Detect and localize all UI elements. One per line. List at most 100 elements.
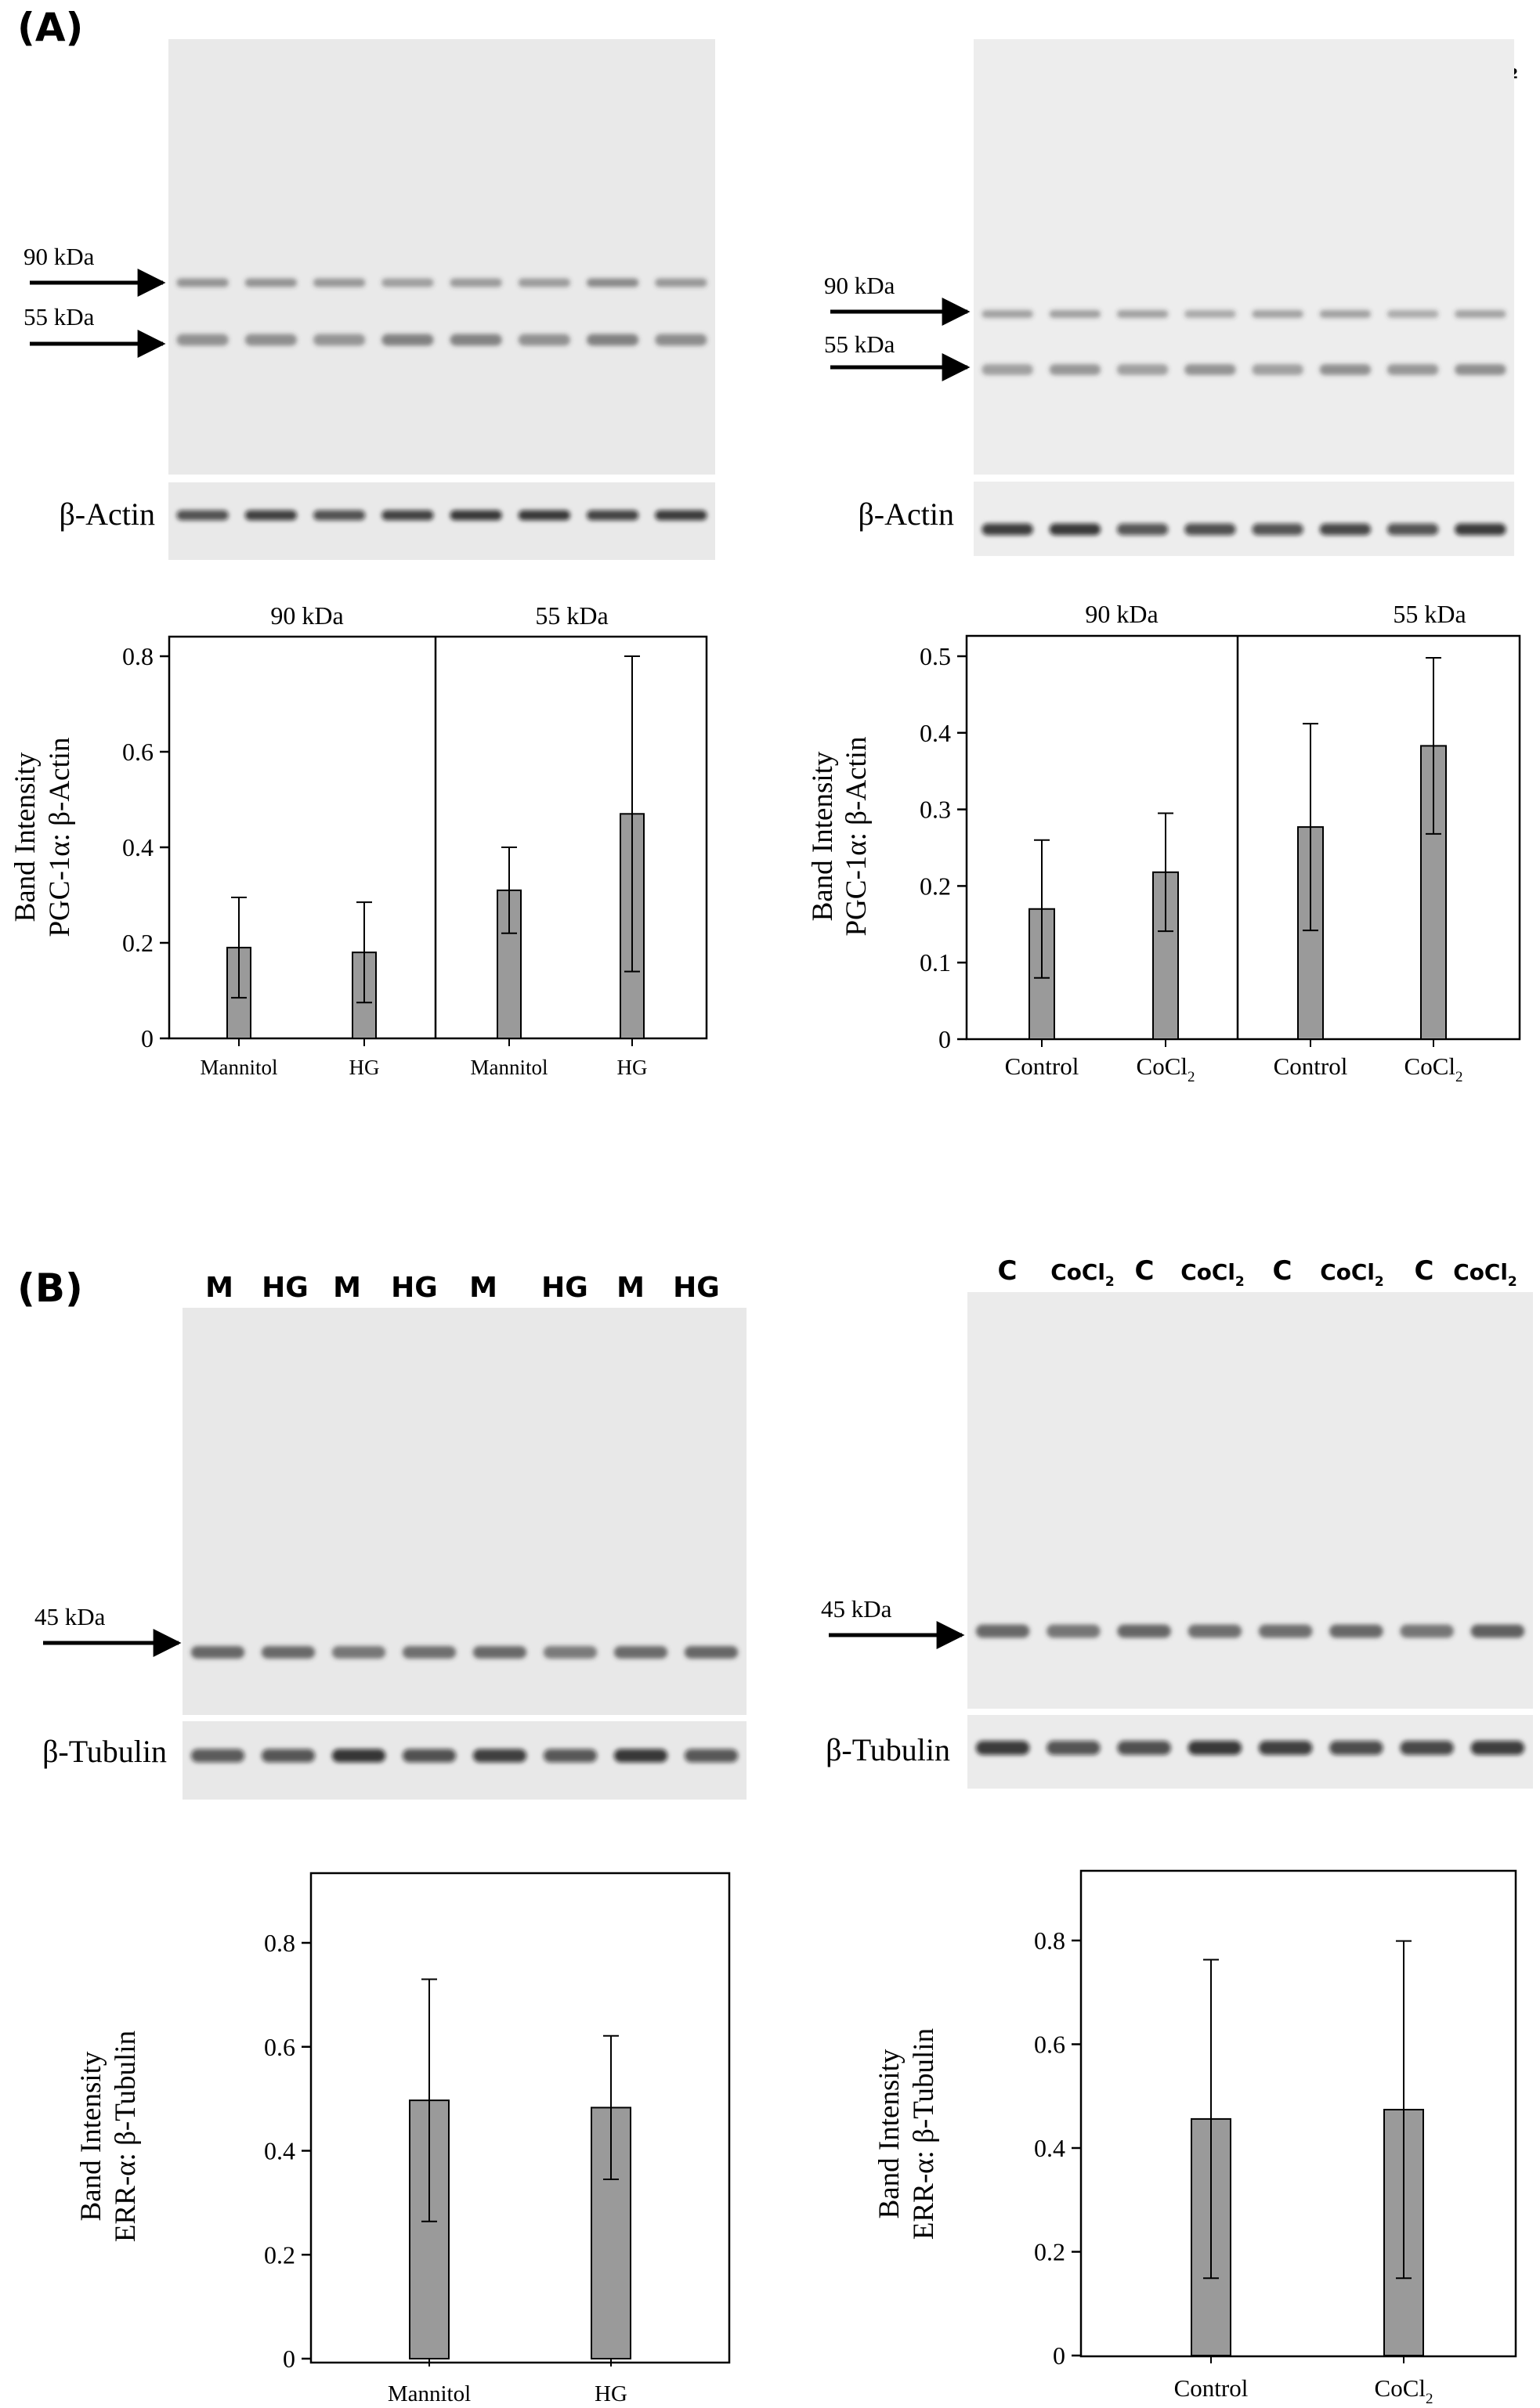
- protein-band: [684, 1646, 739, 1659]
- marker-label: 55 kDa: [23, 303, 95, 330]
- lane-label: HG: [262, 1272, 309, 1304]
- lane-label: CoCl2: [1180, 1259, 1244, 1290]
- lane-label: HG: [541, 1272, 588, 1304]
- y-tick-label: 0.1: [920, 948, 951, 977]
- y-tick-label: 0.4: [122, 833, 154, 861]
- lane-label: C: [1415, 1255, 1434, 1287]
- bar-chart: 0 0.2 0.4 0.6 0.8 90 kDa 55 kDa Mannitol HG Manni…: [9, 601, 708, 1079]
- protein-band: [981, 364, 1033, 375]
- loading-band: [1455, 523, 1506, 536]
- protein-band: [1049, 364, 1101, 375]
- gel-membrane: [168, 39, 715, 475]
- lane-label: C: [1135, 1255, 1155, 1287]
- loading-band: [1252, 523, 1303, 536]
- protein-band: [313, 278, 366, 287]
- lane-label: C: [998, 1255, 1018, 1287]
- y-axis-label: ERR-α: β-Tubulin: [908, 2028, 940, 2240]
- y-axis-label: Band Intensity: [9, 752, 42, 922]
- loading-band: [684, 1749, 739, 1763]
- y-tick-label: 0.8: [264, 1929, 295, 1957]
- protein-band: [1386, 310, 1439, 318]
- protein-band: [1047, 1624, 1101, 1638]
- loading-band: [613, 1749, 668, 1763]
- marker-label: 90 kDa: [23, 243, 95, 270]
- y-tick-label: 0: [938, 1025, 951, 1053]
- loading-band: [1049, 523, 1101, 536]
- protein-band: [1188, 1624, 1242, 1638]
- facet-label: 90 kDa: [1085, 600, 1158, 628]
- x-tick-label: Control: [1005, 1052, 1079, 1080]
- y-axis-label: Band Intensity: [75, 2051, 107, 2221]
- y-tick-label: 0.6: [122, 738, 154, 766]
- protein-band: [331, 1646, 386, 1659]
- x-tick-label: HG: [349, 1056, 380, 1079]
- protein-band: [586, 334, 639, 346]
- loading-control-label: β-Actin: [858, 496, 954, 532]
- facet-label: 55 kDa: [1393, 600, 1466, 628]
- protein-band: [1184, 364, 1236, 375]
- plot-frame: [1079, 1869, 1517, 2358]
- marker-label: 55 kDa: [824, 330, 895, 358]
- loading-band: [543, 1749, 598, 1763]
- x-tick-label: HG: [617, 1056, 648, 1079]
- loading-band: [381, 510, 434, 521]
- loading-band: [450, 510, 502, 521]
- protein-band: [1386, 364, 1439, 375]
- western-blot: C CoCl2 C CoCl2 C CoCl2 C CoCl2 45 kDa β-Tubulin: [821, 1255, 1533, 1789]
- lane-label: M: [333, 1272, 361, 1304]
- bar-chart: 0 0.1 0.2 0.3 0.4 0.5 90 kDa 55 kDa Control CoCl2…: [807, 600, 1521, 1085]
- protein-band: [1455, 310, 1506, 318]
- protein-band: [1258, 1624, 1313, 1638]
- loading-band: [975, 1741, 1030, 1755]
- protein-band: [1116, 364, 1169, 375]
- y-tick-label: 0.4: [1034, 2134, 1065, 2162]
- protein-band: [450, 334, 502, 346]
- y-axis-label: PGC-1α: β-Actin: [840, 736, 873, 936]
- y-axis-label: Band Intensity: [807, 751, 839, 921]
- y-tick-label: 0.6: [264, 2033, 295, 2061]
- x-tick-label: Mannitol: [388, 2381, 471, 2406]
- loading-control-label: β-Tubulin: [42, 1734, 167, 1769]
- loading-band: [518, 510, 571, 521]
- protein-band: [655, 278, 707, 287]
- protein-band: [261, 1646, 316, 1659]
- x-tick-label: Control: [1174, 2374, 1249, 2402]
- marker-label: 45 kDa: [34, 1603, 106, 1630]
- loading-control-label: β-Tubulin: [826, 1732, 950, 1767]
- loading-band: [472, 1749, 527, 1763]
- protein-band: [1470, 1624, 1525, 1638]
- loading-band: [1184, 523, 1236, 536]
- protein-band: [1319, 364, 1372, 375]
- y-tick-label: 0.2: [920, 872, 951, 900]
- protein-band: [1252, 364, 1303, 375]
- gel-membrane: [967, 1292, 1533, 1709]
- x-tick-label: Mannitol: [471, 1056, 548, 1079]
- protein-band: [244, 334, 298, 346]
- facet-label: 55 kDa: [535, 601, 608, 630]
- lane-label: M: [616, 1272, 645, 1304]
- loading-band: [1319, 523, 1372, 536]
- protein-band: [518, 278, 571, 287]
- bar-chart: 0 0.2 0.4 0.6 0.8 Mannitol HG Band Intensity ERR…: [75, 1872, 731, 2406]
- protein-band: [244, 278, 298, 287]
- y-tick-label: 0.5: [920, 642, 951, 670]
- protein-band: [176, 334, 229, 346]
- plot-frame: [309, 1872, 731, 2364]
- loading-band: [1116, 523, 1169, 536]
- loading-band: [1117, 1741, 1171, 1755]
- loading-band: [1470, 1741, 1525, 1755]
- y-tick-label: 0.4: [264, 2137, 295, 2165]
- protein-band: [1117, 1624, 1171, 1638]
- lane-label: CoCl2: [1320, 1259, 1383, 1290]
- marker-label: 45 kDa: [821, 1595, 892, 1623]
- x-tick-label: Control: [1274, 1052, 1348, 1080]
- marker-label: 90 kDa: [824, 272, 895, 299]
- loading-band: [981, 523, 1033, 536]
- plot-frame: [965, 634, 1521, 1041]
- facet-label: 90 kDa: [270, 601, 343, 630]
- protein-band: [975, 1624, 1030, 1638]
- protein-band: [1116, 310, 1169, 318]
- y-tick-label: 0.4: [920, 719, 951, 747]
- y-tick-label: 0: [141, 1024, 154, 1052]
